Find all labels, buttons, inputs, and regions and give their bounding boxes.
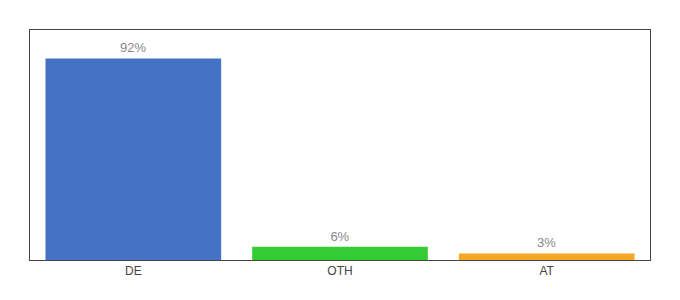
svg-text:6%: 6% <box>330 229 349 244</box>
svg-text:3%: 3% <box>537 235 556 250</box>
svg-text:AT: AT <box>539 264 554 278</box>
svg-text:OTH: OTH <box>327 264 352 278</box>
svg-text:92%: 92% <box>120 40 146 55</box>
svg-text:DE: DE <box>125 264 142 278</box>
